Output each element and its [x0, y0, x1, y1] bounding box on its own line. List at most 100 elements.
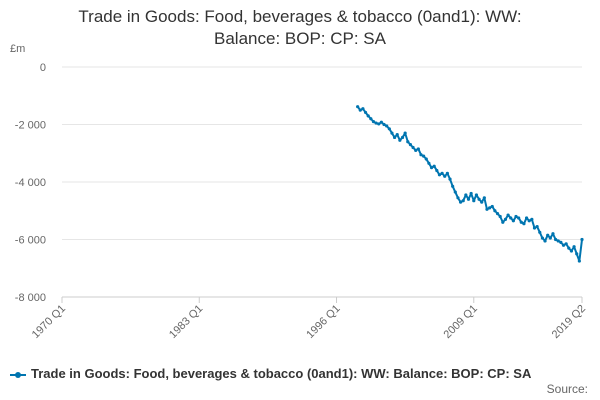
- x-tick-label: 2009 Q1: [442, 303, 480, 341]
- data-point[interactable]: [366, 114, 370, 118]
- data-point[interactable]: [543, 239, 547, 243]
- data-point[interactable]: [440, 171, 444, 175]
- gridlines: [62, 66, 582, 298]
- data-point[interactable]: [514, 214, 518, 219]
- legend[interactable]: Trade in Goods: Food, beverages & tobacc…: [10, 366, 531, 381]
- y-tick-label: -4 000: [15, 177, 46, 189]
- data-point[interactable]: [461, 199, 465, 203]
- data-point[interactable]: [495, 212, 500, 216]
- series-points: [356, 105, 584, 263]
- data-point[interactable]: [540, 236, 545, 240]
- x-axis: 1970 Q1 1983 Q1 1996 Q1 2009 Q1 2019 Q2: [30, 297, 588, 341]
- data-point[interactable]: [374, 121, 378, 125]
- data-point[interactable]: [556, 239, 560, 243]
- data-point[interactable]: [358, 108, 362, 112]
- data-point[interactable]: [517, 216, 521, 220]
- data-point[interactable]: [403, 131, 407, 135]
- data-point[interactable]: [356, 105, 360, 109]
- data-point[interactable]: [580, 237, 584, 242]
- data-point[interactable]: [474, 193, 479, 197]
- data-point[interactable]: [509, 216, 513, 220]
- data-point[interactable]: [371, 120, 376, 124]
- data-point[interactable]: [577, 259, 581, 263]
- series-line: [356, 106, 583, 263]
- data-point[interactable]: [567, 246, 571, 250]
- data-point[interactable]: [382, 122, 386, 127]
- chart-title-line-2: Balance: BOP: CP: SA: [214, 29, 386, 48]
- data-point[interactable]: [392, 135, 397, 140]
- data-point[interactable]: [414, 148, 418, 152]
- data-point[interactable]: [527, 219, 531, 223]
- data-point[interactable]: [535, 224, 539, 229]
- data-point[interactable]: [490, 204, 494, 209]
- data-point[interactable]: [538, 230, 542, 234]
- data-point[interactable]: [466, 197, 471, 201]
- data-point[interactable]: [451, 184, 455, 188]
- data-point[interactable]: [575, 252, 579, 256]
- data-point[interactable]: [482, 196, 486, 200]
- data-point[interactable]: [530, 217, 534, 221]
- legend-line-marker-icon: [10, 370, 26, 380]
- data-point[interactable]: [437, 173, 442, 177]
- data-point[interactable]: [488, 206, 492, 210]
- data-point[interactable]: [377, 122, 381, 126]
- data-point[interactable]: [411, 145, 415, 150]
- data-point[interactable]: [385, 124, 389, 128]
- data-point[interactable]: [400, 135, 405, 140]
- data-point[interactable]: [448, 177, 452, 181]
- data-point[interactable]: [387, 127, 391, 131]
- data-point[interactable]: [424, 157, 428, 161]
- data-point[interactable]: [551, 232, 555, 236]
- data-point[interactable]: [511, 219, 515, 223]
- data-point[interactable]: [445, 171, 449, 175]
- data-point[interactable]: [524, 216, 529, 220]
- data-point[interactable]: [390, 131, 394, 135]
- x-tick-label: 2019 Q2: [550, 303, 588, 341]
- data-point[interactable]: [561, 243, 566, 247]
- data-point[interactable]: [379, 120, 383, 124]
- data-point[interactable]: [503, 217, 508, 221]
- data-point[interactable]: [419, 153, 423, 157]
- data-point[interactable]: [554, 237, 558, 242]
- data-point[interactable]: [422, 154, 426, 158]
- data-point[interactable]: [469, 191, 473, 196]
- data-point[interactable]: [522, 222, 526, 226]
- data-point[interactable]: [406, 140, 410, 144]
- data-point[interactable]: [485, 207, 489, 211]
- data-point[interactable]: [395, 132, 399, 137]
- data-point[interactable]: [435, 168, 439, 173]
- data-point[interactable]: [432, 164, 436, 168]
- data-point[interactable]: [453, 190, 457, 194]
- data-point[interactable]: [569, 249, 574, 253]
- data-point[interactable]: [458, 200, 463, 204]
- data-point[interactable]: [480, 200, 484, 204]
- data-point[interactable]: [532, 226, 537, 230]
- data-point[interactable]: [564, 242, 568, 246]
- data-point[interactable]: [498, 214, 502, 219]
- data-point[interactable]: [493, 209, 497, 213]
- x-tick-label: 1996 Q1: [304, 303, 342, 341]
- data-point[interactable]: [456, 196, 460, 200]
- data-point[interactable]: [501, 220, 505, 224]
- data-point[interactable]: [472, 199, 476, 203]
- data-point[interactable]: [506, 213, 510, 217]
- data-point[interactable]: [519, 220, 523, 224]
- data-point[interactable]: [398, 138, 402, 142]
- y-tick-label: -8 000: [15, 292, 46, 304]
- data-point[interactable]: [361, 107, 365, 111]
- data-point[interactable]: [369, 117, 373, 121]
- data-point[interactable]: [546, 233, 550, 237]
- data-point[interactable]: [548, 236, 552, 240]
- data-point[interactable]: [427, 161, 431, 165]
- data-point[interactable]: [572, 245, 576, 249]
- legend-label: Trade in Goods: Food, beverages & tobacc…: [31, 366, 532, 381]
- data-point[interactable]: [443, 174, 447, 178]
- data-point[interactable]: [429, 166, 434, 170]
- data-point[interactable]: [477, 197, 481, 201]
- data-point[interactable]: [416, 147, 420, 151]
- data-point[interactable]: [408, 143, 413, 147]
- data-point[interactable]: [559, 240, 563, 244]
- data-point[interactable]: [363, 110, 368, 115]
- data-point[interactable]: [464, 193, 468, 197]
